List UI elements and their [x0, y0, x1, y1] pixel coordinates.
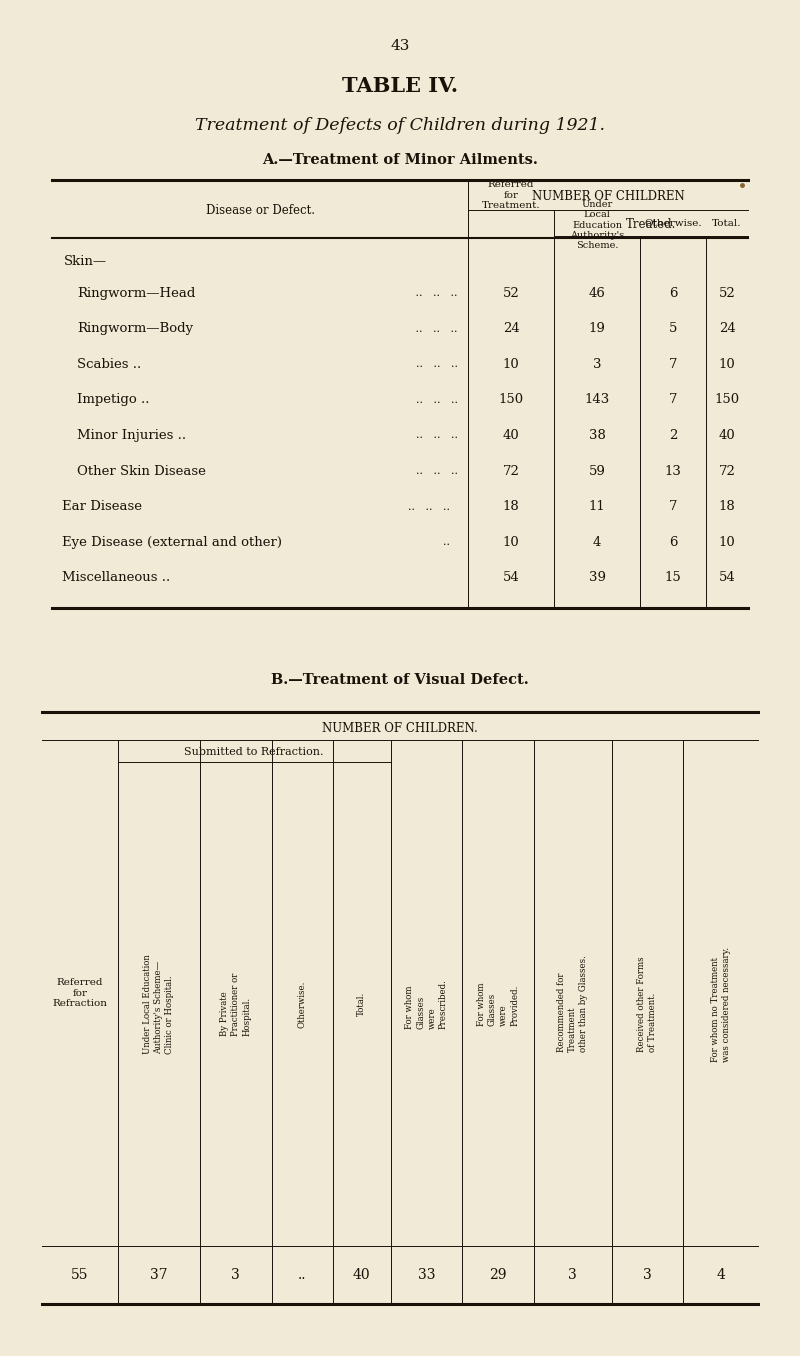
Text: 150: 150	[498, 393, 523, 407]
Text: Referred
for
Refraction: Referred for Refraction	[53, 978, 107, 1008]
Text: 15: 15	[665, 571, 682, 584]
Text: Disease or Defect.: Disease or Defect.	[206, 205, 314, 217]
Text: 13: 13	[665, 465, 682, 477]
Text: Otherwise.: Otherwise.	[644, 218, 702, 228]
Text: Minor Injuries ..: Minor Injuries ..	[77, 428, 186, 442]
Text: For whom
Glasses
were
Provided.: For whom Glasses were Provided.	[477, 982, 519, 1025]
Text: Total.: Total.	[712, 218, 742, 228]
Text: 18: 18	[718, 500, 735, 513]
Text: 3: 3	[568, 1268, 577, 1281]
Text: 37: 37	[150, 1268, 168, 1281]
Text: TABLE IV.: TABLE IV.	[342, 76, 458, 96]
Text: 6: 6	[669, 286, 678, 300]
Text: Eye Disease (external and other): Eye Disease (external and other)	[62, 536, 282, 549]
Text: 52: 52	[502, 286, 519, 300]
Text: Referred
for
Treatment.: Referred for Treatment.	[482, 180, 540, 210]
Text: By Private
Practitioner or
Hospital.: By Private Practitioner or Hospital.	[220, 972, 251, 1036]
Text: 7: 7	[669, 500, 678, 513]
Text: 54: 54	[718, 571, 735, 584]
Text: ..   ..   ..: .. .. ..	[408, 502, 450, 511]
Text: 3: 3	[643, 1268, 652, 1281]
Text: For whom no Treatment
was considered necessary.: For whom no Treatment was considered nec…	[710, 946, 730, 1062]
Text: B.—Treatment of Visual Defect.: B.—Treatment of Visual Defect.	[271, 673, 529, 687]
Text: Treated.: Treated.	[626, 217, 676, 231]
Text: 10: 10	[502, 358, 519, 370]
Text: For whom
Glasses
were
Prescribed.: For whom Glasses were Prescribed.	[405, 979, 447, 1029]
Text: 3: 3	[231, 1268, 240, 1281]
Text: ..   ..   ..: .. .. ..	[409, 430, 458, 441]
Text: Other Skin Disease: Other Skin Disease	[77, 465, 206, 477]
Text: 10: 10	[718, 536, 735, 549]
Text: Otherwise.: Otherwise.	[298, 980, 306, 1028]
Text: Ringworm—Body: Ringworm—Body	[77, 323, 193, 335]
Text: 150: 150	[714, 393, 739, 407]
Text: Ear Disease: Ear Disease	[62, 500, 142, 513]
Text: 18: 18	[502, 500, 519, 513]
Text: 43: 43	[390, 39, 410, 53]
Text: Scabies ..: Scabies ..	[77, 358, 142, 370]
Text: 11: 11	[589, 500, 606, 513]
Text: ..   ..   ..: .. .. ..	[409, 466, 458, 476]
Text: 3: 3	[593, 358, 602, 370]
Text: ..: ..	[298, 1268, 306, 1281]
Text: Received other Forms
of Treatment.: Received other Forms of Treatment.	[638, 956, 658, 1052]
Text: 40: 40	[353, 1268, 370, 1281]
Text: Impetigo ..: Impetigo ..	[77, 393, 150, 407]
Text: 24: 24	[718, 323, 735, 335]
Text: A.—Treatment of Minor Ailments.: A.—Treatment of Minor Ailments.	[262, 153, 538, 167]
Text: 72: 72	[718, 465, 735, 477]
Text: 54: 54	[502, 571, 519, 584]
Text: 7: 7	[669, 393, 678, 407]
Text: Treatment of Defects of Children during 1921.: Treatment of Defects of Children during …	[195, 118, 605, 134]
Text: ..   ..   ..: .. .. ..	[413, 324, 458, 334]
Text: NUMBER OF CHILDREN: NUMBER OF CHILDREN	[532, 190, 684, 203]
Text: 2: 2	[669, 428, 677, 442]
Text: ..   ..   ..: .. .. ..	[409, 359, 458, 369]
Text: 4: 4	[716, 1268, 725, 1281]
Text: 40: 40	[502, 428, 519, 442]
Text: 52: 52	[718, 286, 735, 300]
Text: 40: 40	[718, 428, 735, 442]
Text: Under
Local
Education
Authority's
Scheme.: Under Local Education Authority's Scheme…	[570, 199, 624, 251]
Text: Total.: Total.	[357, 991, 366, 1016]
Text: 55: 55	[71, 1268, 89, 1281]
Text: ..   ..   ..: .. .. ..	[413, 287, 458, 298]
Text: Skin—: Skin—	[64, 255, 107, 267]
Text: 7: 7	[669, 358, 678, 370]
Text: 19: 19	[589, 323, 606, 335]
Text: 10: 10	[502, 536, 519, 549]
Text: 33: 33	[418, 1268, 435, 1281]
Text: Submitted to Refraction.: Submitted to Refraction.	[185, 747, 324, 757]
Text: Recommended for
Treatment
other than by Glasses.: Recommended for Treatment other than by …	[557, 956, 588, 1052]
Text: 5: 5	[669, 323, 677, 335]
Text: 29: 29	[489, 1268, 506, 1281]
Text: 10: 10	[718, 358, 735, 370]
Text: 143: 143	[584, 393, 610, 407]
Text: Ringworm—Head: Ringworm—Head	[77, 286, 195, 300]
Text: Under Local Education
Authority's Scheme—
Clinic or Hospital.: Under Local Education Authority's Scheme…	[143, 955, 174, 1054]
Text: 38: 38	[589, 428, 606, 442]
Text: 39: 39	[589, 571, 606, 584]
Text: ..: ..	[443, 537, 450, 548]
Text: ..   ..   ..: .. .. ..	[409, 395, 458, 405]
Text: NUMBER OF CHILDREN.: NUMBER OF CHILDREN.	[322, 721, 478, 735]
Text: Miscellaneous ..: Miscellaneous ..	[62, 571, 170, 584]
Text: 72: 72	[502, 465, 519, 477]
Text: 4: 4	[593, 536, 601, 549]
Text: 59: 59	[589, 465, 606, 477]
Text: 24: 24	[502, 323, 519, 335]
Text: 6: 6	[669, 536, 678, 549]
Text: 46: 46	[589, 286, 606, 300]
